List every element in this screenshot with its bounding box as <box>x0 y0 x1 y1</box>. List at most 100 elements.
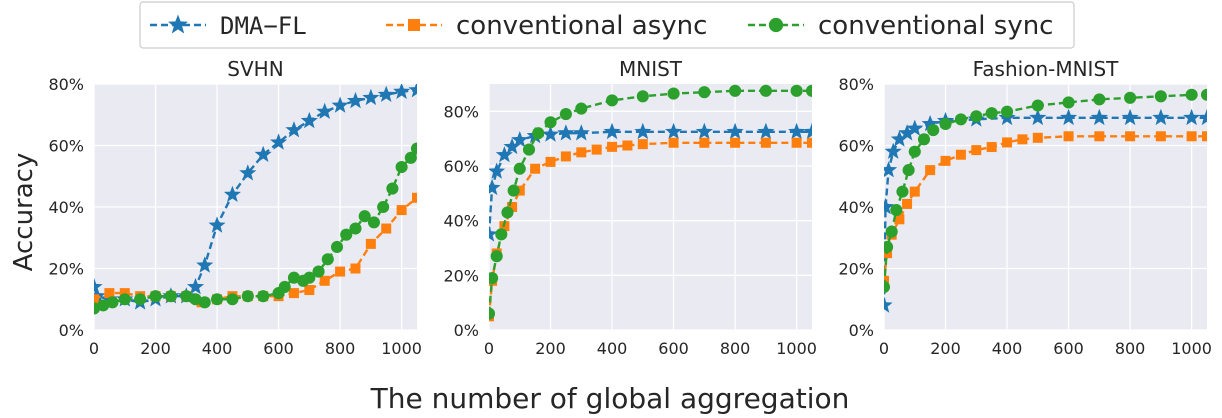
data-point <box>726 122 744 140</box>
data-point <box>790 84 803 97</box>
data-point <box>164 290 177 303</box>
data-point <box>605 94 619 107</box>
y-tick-label: 80% <box>838 75 874 94</box>
x-tick-label: 200 <box>535 339 566 358</box>
data-point <box>278 280 291 294</box>
data-point <box>358 210 371 223</box>
data-point <box>134 293 147 306</box>
data-point <box>94 294 99 305</box>
y-tick-label: 40% <box>838 198 874 217</box>
y-tick-label: 60% <box>838 137 874 156</box>
data-point <box>319 275 330 286</box>
chart-panel-3: 0% 20% 40% 60% 80% 0 200 400 600 800 1000 Fashion-M… <box>838 57 1212 358</box>
legend: DMA−FL conventional async conventional syn… <box>139 1 1075 49</box>
data-point <box>346 91 364 109</box>
data-point <box>1000 105 1014 118</box>
data-point <box>335 266 346 277</box>
data-point <box>288 288 299 299</box>
legend-marker <box>168 14 188 34</box>
data-point <box>884 275 889 286</box>
data-point <box>572 124 590 141</box>
data-point <box>637 139 648 150</box>
data-point <box>939 117 952 131</box>
series-line-3 <box>884 93 1207 287</box>
data-point <box>791 137 802 148</box>
data-point <box>223 185 241 202</box>
data-point <box>805 84 812 97</box>
data-point <box>196 256 214 273</box>
data-point <box>495 228 508 241</box>
data-point <box>1185 88 1198 101</box>
x-tick-label: 200 <box>140 339 171 358</box>
data-point <box>241 290 254 303</box>
data-point <box>489 225 498 242</box>
data-point <box>381 223 392 234</box>
data-point <box>607 141 618 152</box>
data-point <box>884 240 894 254</box>
legend-marker <box>408 19 420 31</box>
data-point <box>331 96 349 113</box>
data-point <box>884 248 893 259</box>
data-point <box>349 222 362 235</box>
x-tick-label: 400 <box>992 339 1023 358</box>
data-point <box>97 299 110 312</box>
x-tick-label: 0 <box>484 339 494 358</box>
data-point <box>788 122 806 140</box>
data-point <box>522 143 536 156</box>
data-point <box>1032 132 1043 143</box>
data-point <box>330 240 344 254</box>
y-tick-label: 60% <box>48 137 84 156</box>
data-point <box>885 225 898 238</box>
data-point <box>667 87 680 100</box>
data-point <box>1093 93 1106 106</box>
y-tick-label: 60% <box>443 157 479 176</box>
data-point <box>954 113 967 126</box>
chart-panel-1: 0% 20% 40% 60% 80% 0 200 400 600 800 1000 SVHN <box>48 57 422 358</box>
legend-entry-label: conventional async <box>456 11 707 41</box>
data-point <box>668 137 679 148</box>
data-point <box>377 85 395 102</box>
y-tick-label: 20% <box>443 266 479 285</box>
data-point <box>501 206 514 219</box>
data-point <box>410 142 417 155</box>
data-point <box>412 192 417 203</box>
data-point <box>1200 88 1207 101</box>
data-point <box>365 238 376 249</box>
data-point <box>884 280 891 293</box>
data-point <box>729 84 742 97</box>
x-tick-label: 800 <box>720 339 751 358</box>
x-axis-label: The number of global aggregation <box>370 382 850 415</box>
data-point <box>187 277 205 295</box>
data-point <box>257 290 270 303</box>
data-point <box>386 182 399 195</box>
y-tick-label: 80% <box>48 75 84 94</box>
data-point <box>902 164 915 177</box>
data-point <box>208 216 226 233</box>
data-point <box>927 124 940 137</box>
data-point <box>396 205 407 216</box>
data-point <box>884 296 893 313</box>
data-point <box>180 290 193 303</box>
data-point <box>350 263 361 274</box>
data-point <box>1017 134 1028 145</box>
data-point <box>530 163 541 174</box>
data-point <box>118 293 131 306</box>
data-point <box>210 293 224 306</box>
y-tick-label: 40% <box>443 212 479 231</box>
data-point <box>303 271 316 284</box>
data-point <box>698 86 711 99</box>
data-point <box>894 214 905 225</box>
data-point <box>917 133 931 146</box>
data-point <box>287 271 301 284</box>
data-point <box>340 228 353 241</box>
data-point <box>544 116 557 129</box>
data-point <box>304 285 315 296</box>
data-point <box>890 204 903 217</box>
y-tick-label: 20% <box>48 260 84 279</box>
x-tick-label: 600 <box>263 339 294 358</box>
data-point <box>760 137 771 148</box>
data-point <box>367 216 380 229</box>
data-point <box>576 147 587 158</box>
panel-title: SVHN <box>227 57 283 81</box>
data-point <box>622 140 633 151</box>
